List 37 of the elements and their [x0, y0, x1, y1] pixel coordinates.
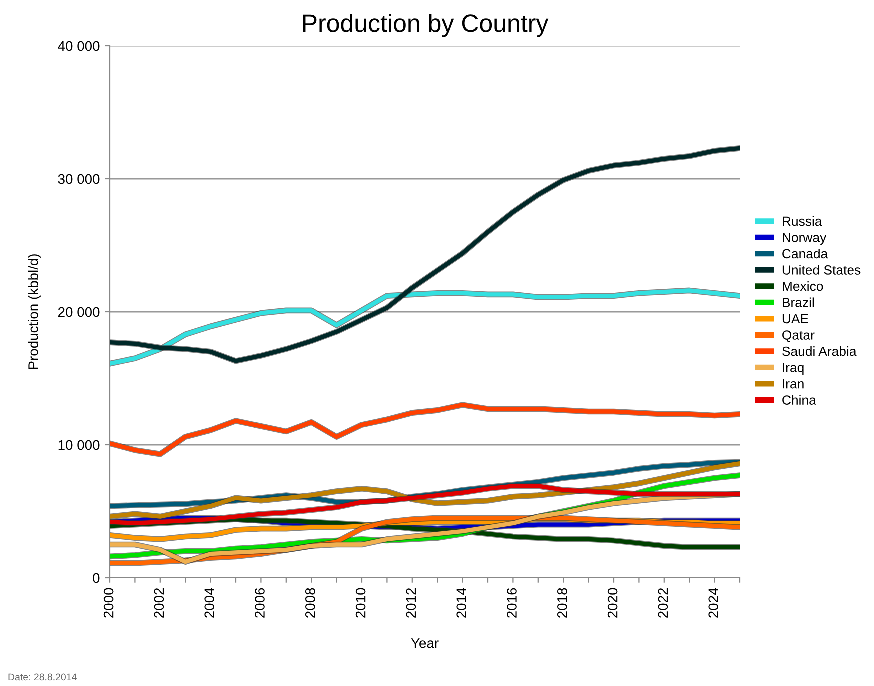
x-tick-label: 2024 [708, 588, 719, 618]
x-tick-label: 2010 [356, 588, 366, 618]
x-axis-title: Year [411, 638, 439, 648]
legend-label: Mexico [783, 281, 824, 292]
x-tick-label: 2000 [104, 588, 114, 618]
legend-label: UAE [782, 314, 808, 324]
y-axis-title: Production (kbbl/d) [28, 254, 42, 370]
legend-label: Qatar [782, 330, 815, 342]
x-tick-label: 2004 [204, 588, 215, 618]
y-tick-label: 10 000 [58, 440, 100, 450]
legend-label: United States [782, 265, 861, 275]
y-tick-label: 30 000 [58, 174, 100, 184]
x-tick-label: 2018 [557, 588, 568, 618]
legend-label: Iraq [783, 363, 804, 376]
legend-label: Norway [783, 233, 827, 245]
legend-label: Canada [782, 248, 828, 259]
x-tick-label: 2020 [608, 588, 618, 618]
x-tick-label: 2008 [305, 588, 316, 618]
y-tick-label: 0 [93, 573, 100, 584]
legend-label: Saudi Arabia [782, 346, 857, 356]
legend-label: Brazil [783, 298, 814, 308]
line-series [110, 402, 740, 458]
line-series [110, 288, 740, 367]
legend-label: Russia [783, 216, 822, 226]
x-tick-label: 2002 [154, 588, 164, 618]
chart-title: Production by Country [303, 14, 549, 38]
x-tick-label: 2012 [406, 588, 416, 618]
x-tick-label: 2014 [456, 588, 467, 618]
y-tick-label: 20 000 [58, 307, 100, 318]
line-series [110, 145, 740, 364]
x-tick-label: 2022 [658, 588, 668, 618]
legend-label: Iran [783, 379, 804, 389]
text: Date: 28.8.2014 [8, 674, 77, 681]
x-tick-label: 2016 [507, 588, 517, 618]
y-tick-label: 40 000 [58, 41, 100, 52]
x-tick-label: 2006 [255, 588, 265, 618]
legend-label: China [782, 395, 816, 405]
